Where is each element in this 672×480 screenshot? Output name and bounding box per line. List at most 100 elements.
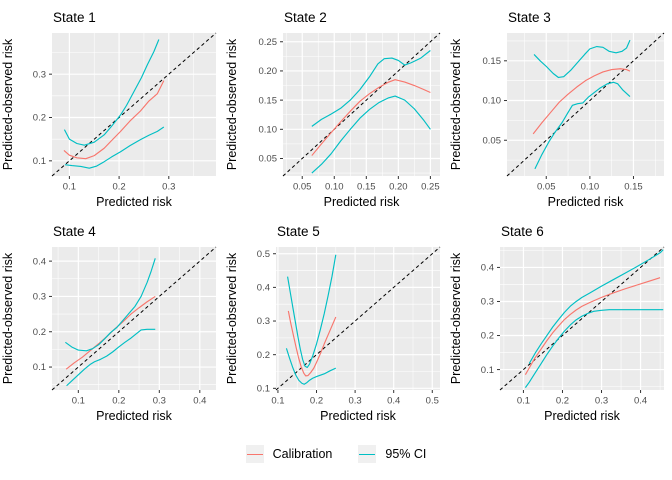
identity-reference-line [282,32,441,177]
y-tick-label: 0.2 [33,113,46,124]
legend-key-95ci [358,445,377,463]
x-tick-label: 0.20 [389,182,408,193]
x-tick-label: 0.3 [595,396,608,407]
x-tick-label: 0.2 [112,182,125,193]
x-tick-label: 0.3 [153,396,166,407]
identity-reference-line [51,32,217,177]
subplot-state-1: 0.1 0.2 0.3 0.1 0.2 0.3 State 1 Predicted risk P… [0,0,224,214]
calibration-line-swatch [246,453,263,455]
x-tick-label: 0.2 [112,396,125,407]
ci-upper-line [311,50,431,127]
y-tick-label: 0.25 [259,37,278,48]
legend-item-calibration: Calibration [245,445,333,463]
y-tick-label: 0.4 [33,256,46,267]
x-tick-label: 0.2 [310,396,323,407]
y-tick-label: 0.5 [257,249,270,260]
y-axis-label: Predicted-observed risk [225,252,239,384]
y-axis-label: Predicted-observed risk [449,38,463,170]
identity-reference-line [275,246,441,391]
x-tick-label: 0.3 [348,396,361,407]
legend-label-95ci: 95% CI [385,447,427,461]
x-tick-label: 0.1 [63,182,76,193]
subplot-canvas: 0.1 0.2 0.3 0.4 0.1 0.2 0.3 0.4 State 6 Predicted… [449,224,665,423]
x-axis-label: Predicted risk [544,409,620,423]
calibration-line [287,310,337,377]
y-tick-label: 0.3 [33,292,46,303]
x-tick-label: 0.4 [387,396,400,407]
y-tick-label: 0.15 [483,56,502,67]
y-tick-label: 0.1 [481,365,494,376]
subplot-canvas: 0.05 0.10 0.15 0.05 0.10 0.15 State 3 Predicted… [449,10,665,209]
y-axis-label: Predicted-observed risk [449,252,463,384]
subplot-title: State 3 [508,10,551,25]
x-tick-label: 0.05 [293,182,312,193]
ci-line-swatch [359,453,376,455]
legend: Calibration 95% CI [0,428,672,480]
legend-label-calibration: Calibration [272,447,333,461]
subplot-title: State 6 [501,224,544,239]
x-tick-label: 0.1 [72,396,85,407]
x-tick-label: 0.3 [162,182,175,193]
y-tick-label: 0.2 [481,331,494,342]
ci-lower-line [311,95,431,174]
x-tick-label: 0.4 [634,396,647,407]
x-axis-label: Predicted risk [96,409,172,423]
y-tick-label: 0.15 [259,95,278,106]
x-tick-label: 0.25 [421,182,440,193]
y-tick-label: 0.1 [33,362,46,373]
y-tick-label: 0.4 [257,283,270,294]
subplot-state-5: 0.1 0.2 0.3 0.4 0.5 0.1 0.2 0.3 0.4 0.5 State 5 Pre… [224,214,448,428]
y-tick-label: 0.10 [259,125,278,136]
y-tick-label: 0.05 [259,154,278,165]
identity-reference-line [506,32,665,177]
ci-lower-line [64,126,165,169]
y-tick-label: 0.3 [481,297,494,308]
x-tick-label: 0.10 [325,182,344,193]
ci-lower-line [524,309,664,388]
y-tick-label: 0.05 [483,135,502,146]
identity-reference-line [499,246,665,391]
x-tick-label: 0.4 [193,396,206,407]
x-tick-label: 0.05 [537,182,556,193]
x-axis-label: Predicted risk [320,409,396,423]
y-tick-label: 0.3 [33,69,46,80]
x-tick-label: 0.1 [517,396,530,407]
charts-grid: 0.1 0.2 0.3 0.1 0.2 0.3 State 1 Predicted risk P… [0,0,672,428]
x-tick-label: 0.2 [556,396,569,407]
y-tick-label: 0.2 [33,327,46,338]
subplot-state-6: 0.1 0.2 0.3 0.4 0.1 0.2 0.3 0.4 State 6 Predicted… [448,214,672,428]
ci-lower-line [285,348,337,385]
y-tick-label: 0.20 [259,66,278,77]
x-axis-label: Predicted risk [548,195,624,209]
x-tick-label: 0.5 [426,396,439,407]
subplot-title: State 1 [53,10,96,25]
x-tick-label: 0.15 [624,182,643,193]
subplot-state-2: 0.05 0.10 0.15 0.20 0.25 0.05 0.10 0.15 0.20 0.25… [224,0,448,214]
subplot-title: State 5 [277,224,320,239]
ci-upper-line [65,258,156,352]
x-tick-label: 0.15 [357,182,376,193]
y-tick-label: 0.2 [257,350,270,361]
subplot-state-3: 0.05 0.10 0.15 0.05 0.10 0.15 State 3 Predicted… [448,0,672,214]
subplot-state-4: 0.1 0.2 0.3 0.4 0.1 0.2 0.3 0.4 State 4 Predicted… [0,214,224,428]
calibration-line [532,68,631,135]
ci-lower-line [534,81,631,170]
legend-item-95ci: 95% CI [358,445,426,463]
ci-lower-line [66,328,156,387]
ci-upper-line [533,39,631,79]
y-tick-label: 0.10 [483,96,502,107]
calibration-line [63,80,165,160]
calibration-line [311,79,431,156]
x-axis-label: Predicted risk [96,195,172,209]
x-tick-label: 0.10 [581,182,600,193]
subplot-title: State 4 [53,224,96,239]
ci-upper-line [287,254,337,369]
ci-upper-line [528,249,664,364]
subplot-title: State 2 [284,10,327,25]
y-tick-label: 0.4 [481,263,494,274]
subplot-canvas: 0.1 0.2 0.3 0.1 0.2 0.3 State 1 Predicted risk P… [1,10,217,209]
x-axis-label: Predicted risk [324,195,400,209]
ci-upper-line [63,39,160,146]
y-axis-label: Predicted-observed risk [225,38,239,170]
